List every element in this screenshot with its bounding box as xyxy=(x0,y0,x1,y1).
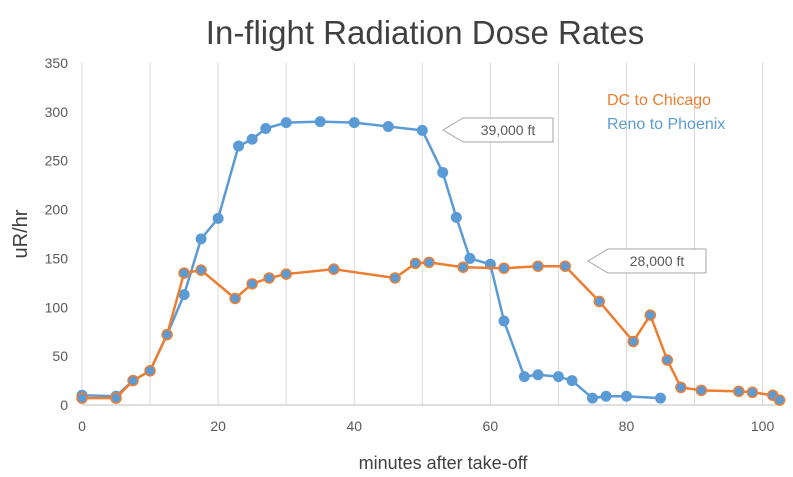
data-point xyxy=(586,392,598,404)
data-point xyxy=(127,374,139,387)
data-point xyxy=(280,268,292,280)
y-tick-label: 300 xyxy=(45,104,69,120)
data-point xyxy=(644,309,657,321)
data-point xyxy=(178,267,190,279)
x-tick-label: 20 xyxy=(210,418,226,434)
y-tick-label: 50 xyxy=(52,348,68,364)
chart-title: In-flight Radiation Dose Rates xyxy=(206,14,644,51)
data-point xyxy=(246,133,258,145)
data-point xyxy=(450,211,462,223)
data-point xyxy=(593,295,605,308)
data-point xyxy=(627,335,640,348)
legend-entry: DC to Chicago xyxy=(607,92,711,109)
x-axis-label: minutes after take-off xyxy=(359,453,529,473)
callout-arrow xyxy=(587,248,707,274)
data-point xyxy=(695,384,708,397)
data-point xyxy=(382,121,394,133)
data-point xyxy=(498,315,510,327)
data-point xyxy=(532,369,544,381)
data-point xyxy=(328,263,340,275)
data-point xyxy=(161,328,173,341)
data-point xyxy=(110,392,122,404)
data-point xyxy=(212,212,224,224)
data-point xyxy=(76,392,88,404)
x-tick-label: 80 xyxy=(619,418,635,434)
data-point xyxy=(773,394,786,406)
data-point xyxy=(600,390,612,402)
data-point xyxy=(620,390,632,402)
series-line xyxy=(81,120,661,400)
y-tick-label: 200 xyxy=(45,202,69,218)
x-tick-label: 60 xyxy=(483,418,499,434)
data-point xyxy=(314,116,326,128)
data-point xyxy=(178,289,190,301)
data-point xyxy=(559,260,571,272)
callout-label: 39,000 ft xyxy=(481,122,536,138)
data-point xyxy=(416,124,428,136)
gridlines xyxy=(149,63,764,405)
data-point xyxy=(229,292,241,305)
data-point xyxy=(457,261,469,273)
legend: DC to Chicago Reno to Phoenix xyxy=(607,92,725,133)
y-tick-labels: 0 50 100 150 200 250 300 350 xyxy=(45,55,69,413)
callout-39000ft: 39,000 ft xyxy=(442,117,554,143)
y-tick-label: 350 xyxy=(45,55,69,71)
data-point xyxy=(654,392,666,404)
data-point xyxy=(246,278,258,290)
y-tick-label: 250 xyxy=(45,153,69,169)
data-point xyxy=(348,117,360,129)
data-point xyxy=(566,375,578,387)
series-reno-to-phoenix xyxy=(76,116,666,404)
callout-28000ft: 28,000 ft xyxy=(587,248,707,274)
data-point xyxy=(552,371,564,383)
y-tick-label: 0 xyxy=(60,397,68,413)
data-point xyxy=(389,272,401,284)
data-point xyxy=(518,371,530,383)
legend-entry: Reno to Phoenix xyxy=(607,116,725,133)
x-tick-label: 100 xyxy=(751,418,775,434)
data-point xyxy=(532,260,544,272)
data-point xyxy=(423,256,435,269)
callout-arrow xyxy=(442,117,554,143)
x-tick-labels: 0 20 40 60 80 100 xyxy=(78,418,774,434)
y-tick-label: 100 xyxy=(45,299,69,315)
data-point xyxy=(498,262,510,274)
data-point xyxy=(195,233,207,245)
callout-label: 28,000 ft xyxy=(630,253,685,269)
x-tick-label: 0 xyxy=(78,418,86,434)
series-dc-to-chicago xyxy=(76,256,786,406)
data-point xyxy=(746,386,759,399)
x-tick-label: 40 xyxy=(346,418,362,434)
data-point xyxy=(437,166,449,178)
data-point xyxy=(464,252,476,264)
y-axis-label: uR/hr xyxy=(10,209,32,258)
data-point xyxy=(675,381,687,394)
y-tick-label: 150 xyxy=(45,250,69,266)
data-point xyxy=(144,365,156,377)
data-point xyxy=(233,140,245,152)
data-point xyxy=(661,354,674,366)
data-point xyxy=(195,264,207,276)
data-point xyxy=(409,257,422,270)
data-point xyxy=(263,272,275,284)
data-point xyxy=(260,122,272,134)
data-point xyxy=(280,117,292,129)
data-point xyxy=(733,385,745,398)
